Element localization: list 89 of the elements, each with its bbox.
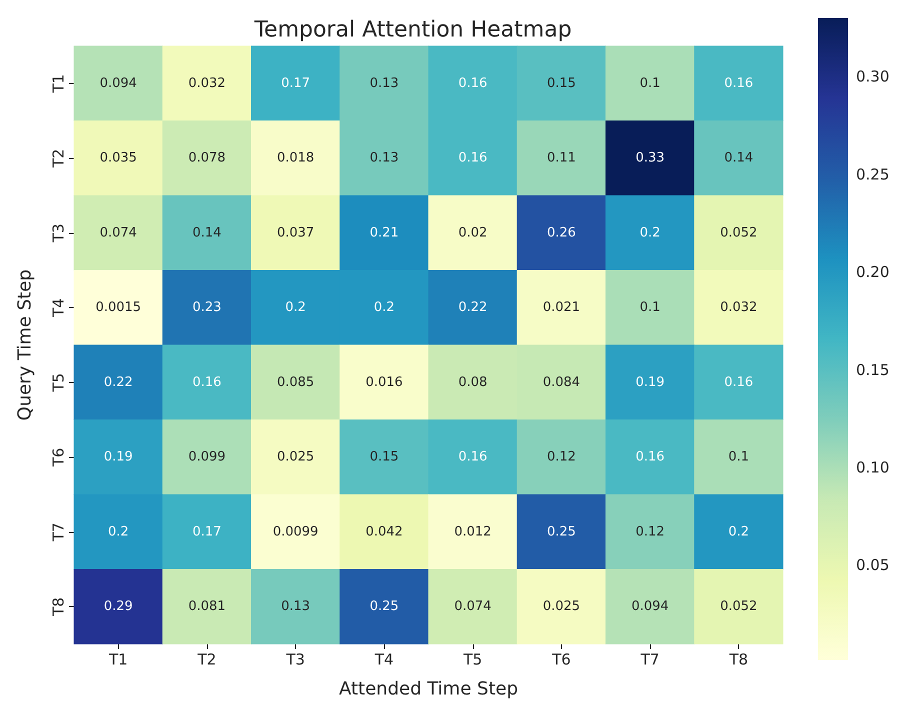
- data-label: 0.074: [454, 599, 492, 614]
- color-bar-label: 0.15: [856, 360, 890, 379]
- data-label: 0.08: [458, 374, 488, 390]
- data-label: 0.018: [276, 150, 314, 166]
- data-label: 0.17: [192, 524, 222, 540]
- x-tick-label: T8: [728, 650, 748, 668]
- data-label: 0.078: [188, 150, 226, 166]
- data-label: 0.035: [100, 150, 137, 166]
- x-tick-label: T5: [462, 650, 482, 668]
- data-label: 0.1: [640, 76, 660, 91]
- data-label: 0.021: [542, 300, 580, 316]
- data-label: 0.26: [546, 225, 576, 240]
- data-label: 0.094: [100, 76, 137, 91]
- data-label: 0.21: [370, 225, 399, 240]
- data-label: 0.012: [454, 524, 492, 540]
- data-label: 0.16: [458, 76, 488, 91]
- data-label: 0.15: [370, 450, 399, 465]
- y-tick-label: T4: [50, 298, 68, 318]
- data-label: 0.081: [188, 599, 226, 614]
- data-label: 0.085: [276, 374, 314, 390]
- data-label: 0.025: [542, 599, 580, 614]
- data-label: 0.2: [728, 524, 750, 540]
- x-tick-label: T6: [551, 650, 571, 668]
- color-bar-label: 0.30: [856, 68, 890, 86]
- data-label: 0.16: [636, 450, 665, 465]
- data-label: 0.2: [374, 300, 395, 316]
- data-label: 0.037: [276, 225, 314, 240]
- data-label: 0.1: [728, 450, 750, 465]
- data-label: 0.094: [631, 599, 669, 614]
- data-label: 0.052: [720, 225, 758, 240]
- y-axis-title: Query Time Step: [14, 269, 36, 421]
- data-label: 0.2: [285, 300, 306, 316]
- data-label: 0.25: [370, 599, 399, 614]
- data-label: 0.23: [192, 300, 222, 316]
- data-label: 0.099: [188, 450, 226, 465]
- data-label: 0.29: [104, 599, 133, 614]
- data-label: 0.0099: [272, 524, 318, 540]
- data-label: 0.14: [724, 150, 754, 166]
- data-label: 0.16: [724, 374, 754, 390]
- y-tick-label: T2: [50, 148, 68, 168]
- data-label: 0.11: [546, 150, 576, 166]
- color-bar-label: 0.20: [856, 263, 890, 282]
- data-label: 0.22: [104, 374, 133, 390]
- data-label: 0.02: [458, 225, 488, 240]
- data-label: 0.025: [276, 450, 314, 465]
- data-label: 0.19: [636, 374, 665, 390]
- data-label: 0.12: [546, 450, 576, 465]
- x-axis-title: Attended Time Step: [339, 678, 518, 700]
- x-tick-label: T1: [108, 650, 128, 668]
- data-label: 0.33: [636, 150, 665, 166]
- data-label: 0.052: [720, 599, 758, 614]
- data-label: 0.2: [108, 524, 129, 540]
- data-label: 0.042: [366, 524, 403, 540]
- color-bar-label: 0.05: [856, 556, 890, 574]
- data-label: 0.16: [724, 76, 754, 91]
- x-tick-label: T7: [640, 650, 660, 668]
- data-label: 0.032: [720, 300, 758, 316]
- chart-title: Temporal Attention Heatmap: [253, 18, 572, 42]
- y-tick-label: T3: [50, 224, 68, 244]
- data-label: 0.074: [100, 225, 137, 240]
- y-tick-label: T8: [50, 597, 68, 617]
- data-label: 0.16: [458, 150, 488, 166]
- data-label: 0.17: [281, 76, 310, 91]
- data-label: 0.13: [370, 150, 399, 166]
- data-label: 0.032: [188, 76, 226, 91]
- x-tick-label: T3: [285, 650, 305, 668]
- data-label: 0.13: [281, 599, 310, 614]
- data-label: 0.14: [192, 225, 222, 240]
- y-tick-label: T5: [50, 373, 68, 393]
- data-label: 0.19: [104, 450, 133, 465]
- y-tick-label: T7: [50, 522, 68, 542]
- color-bar-label: 0.25: [856, 165, 890, 184]
- data-label: 0.15: [546, 76, 576, 91]
- y-tick-label: T1: [50, 74, 68, 94]
- data-label: 0.2: [640, 225, 660, 240]
- data-label: 0.25: [546, 524, 576, 540]
- data-label: 0.084: [542, 374, 580, 390]
- data-label: 0.0015: [96, 300, 142, 316]
- data-label: 0.12: [636, 524, 665, 540]
- data-label: 0.22: [458, 300, 488, 316]
- data-label: 0.16: [458, 450, 488, 465]
- x-tick-label: T4: [374, 650, 394, 668]
- y-tick-label: T6: [50, 448, 68, 468]
- data-label: 0.13: [370, 76, 399, 91]
- data-label: 0.1: [640, 300, 660, 316]
- data-label: 0.016: [366, 374, 403, 390]
- x-tick-label: T2: [196, 650, 216, 668]
- color-bar-label: 0.10: [856, 458, 890, 476]
- data-label: 0.16: [192, 374, 222, 390]
